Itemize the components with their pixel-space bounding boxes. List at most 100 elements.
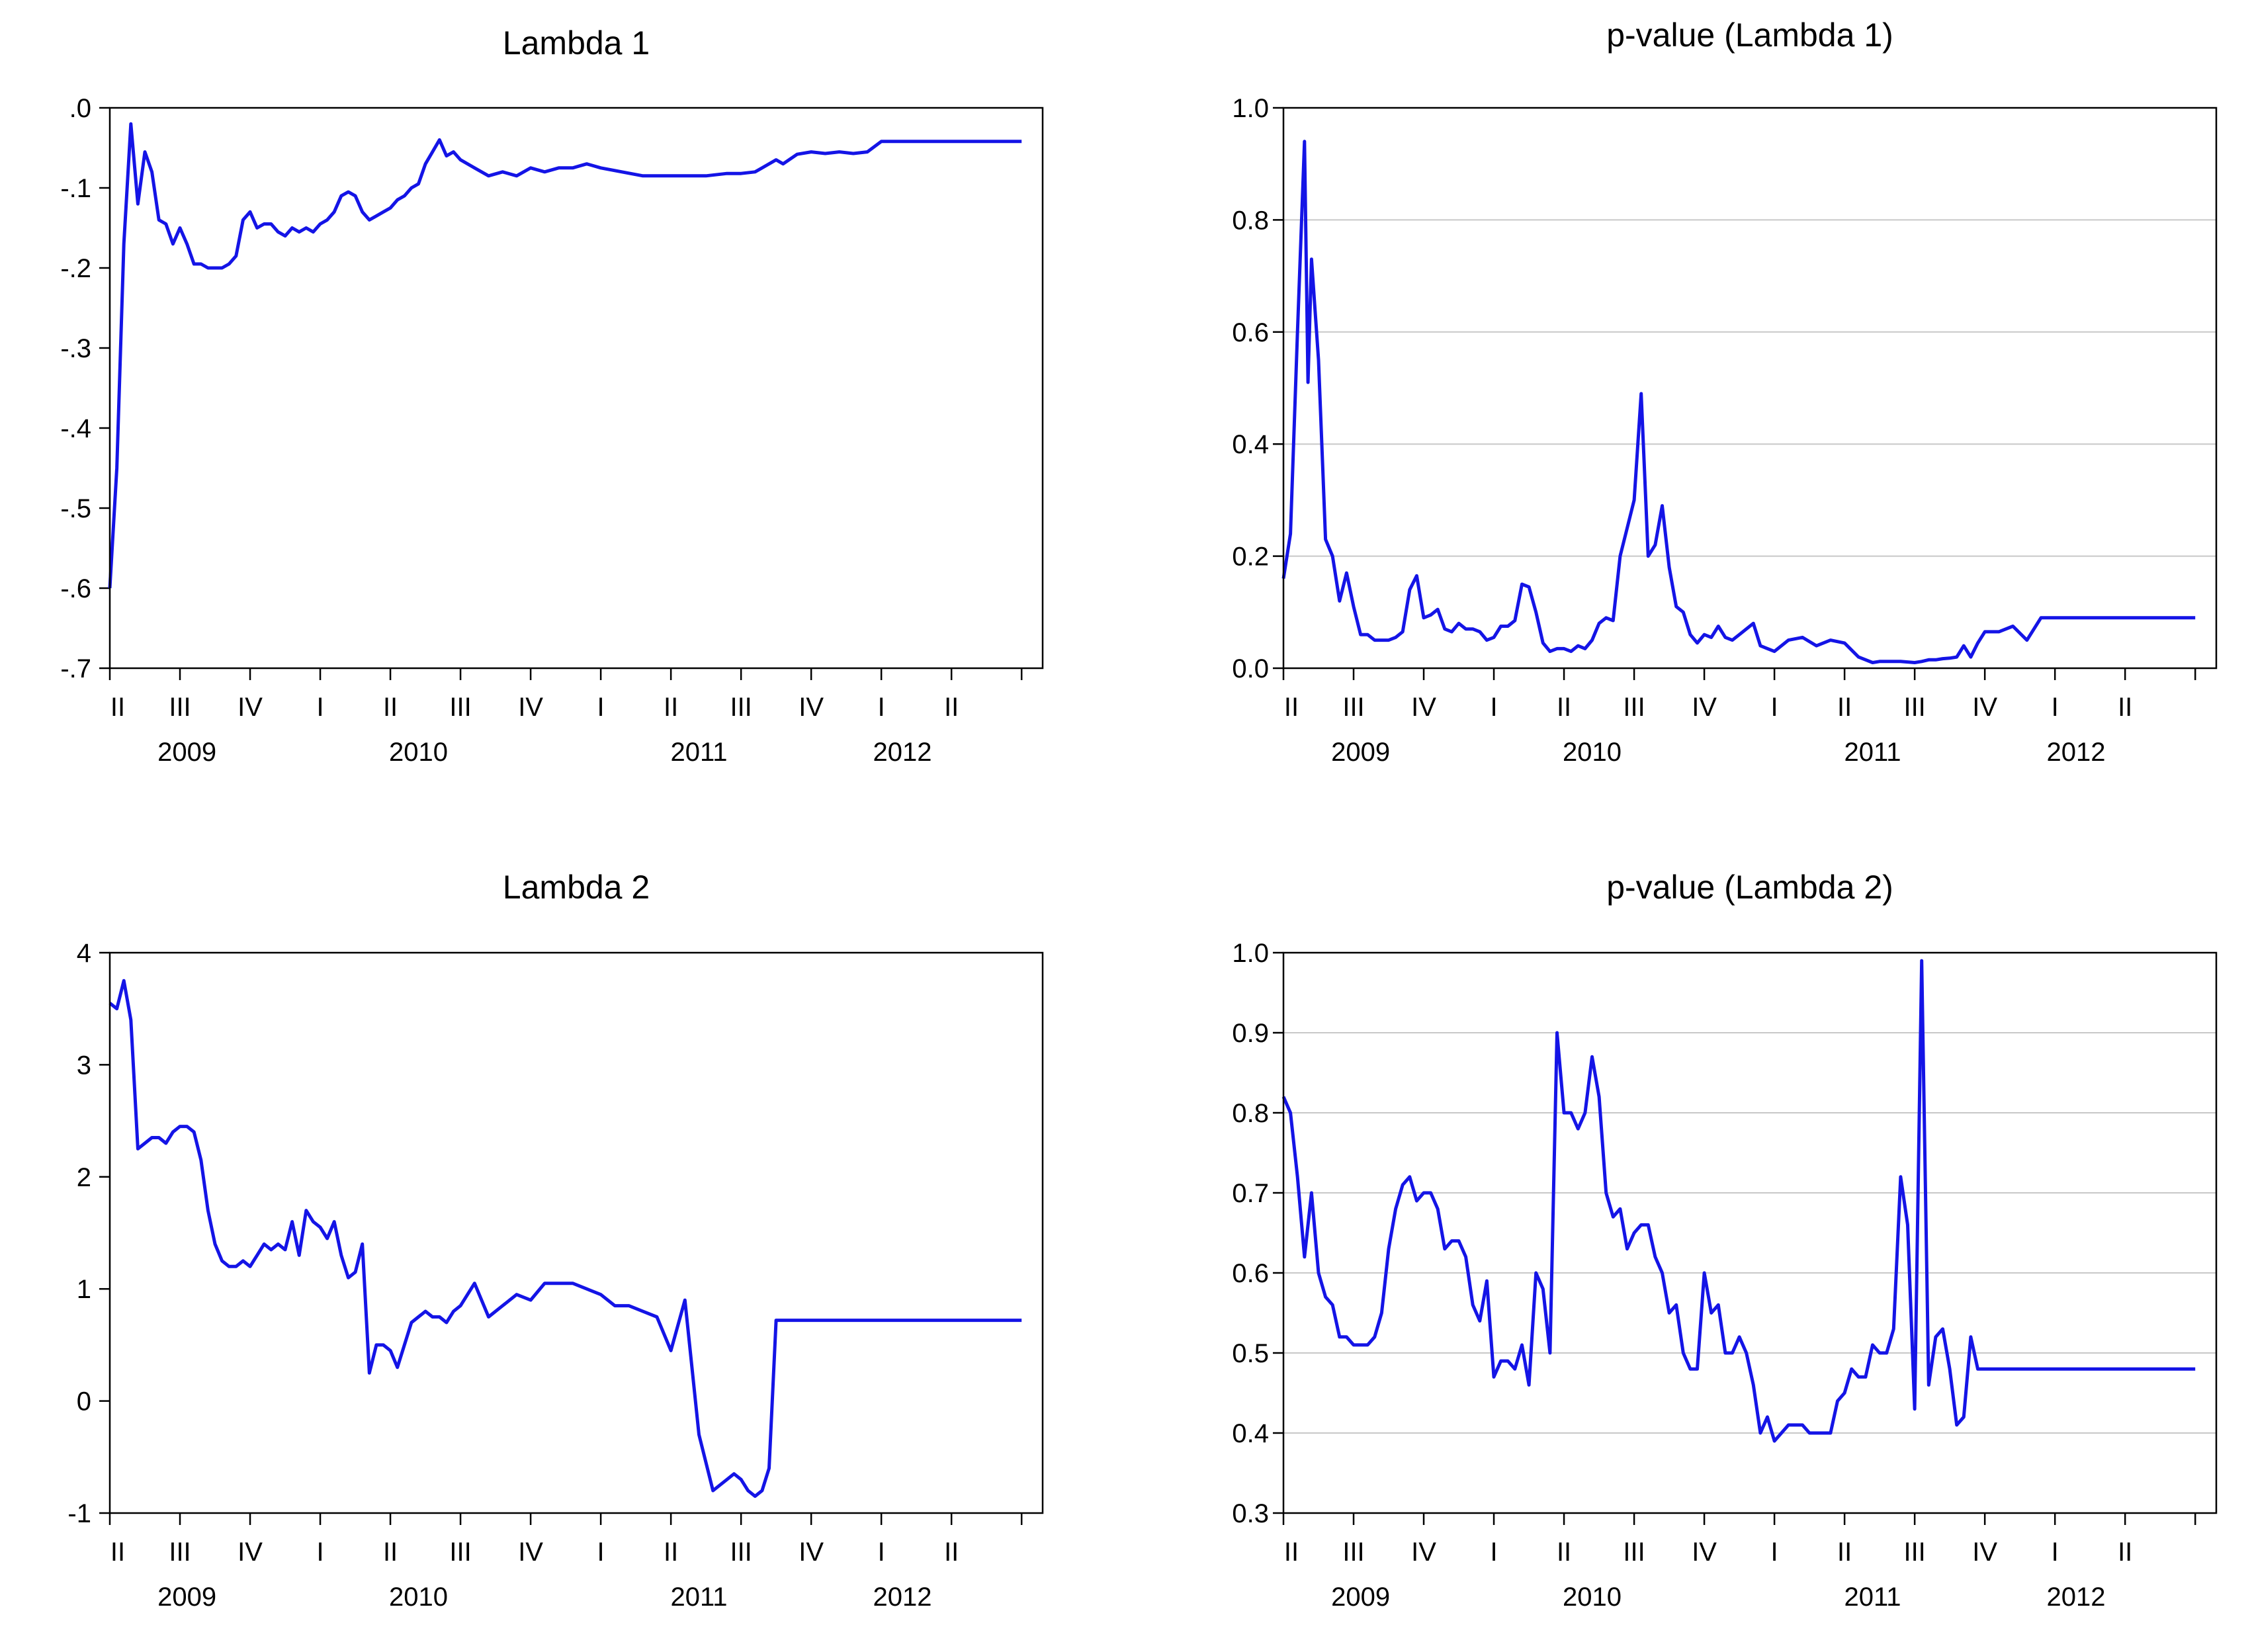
y-tick-label: 1 (77, 1275, 91, 1304)
y-tick-label: 0.4 (1232, 430, 1269, 459)
x-quarter-label: II (2118, 693, 2132, 722)
x-quarter-label: IV (1692, 1538, 1717, 1567)
chart-title: Lambda 2 (503, 869, 650, 906)
x-year-label: 2010 (1563, 738, 1622, 767)
y-tick-label: -1 (67, 1499, 91, 1528)
y-tick-label: -.3 (60, 334, 91, 363)
x-quarter-label: I (316, 1538, 324, 1567)
y-tick-label: 1.0 (1232, 939, 1269, 968)
x-quarter-label: I (597, 693, 605, 722)
x-quarter-label: III (730, 1538, 752, 1567)
x-quarter-label: II (1557, 1538, 1571, 1567)
x-quarter-label: IV (238, 693, 263, 722)
x-quarter-label: II (2118, 1538, 2132, 1567)
x-quarter-label: II (664, 1538, 678, 1567)
x-quarter-label: I (316, 693, 324, 722)
x-quarter-label: I (2052, 1538, 2059, 1567)
x-quarter-label: I (878, 1538, 885, 1567)
chart-panel-1: Lambda 1.0-.1-.2-.3-.4-.5-.6-.7II III IV I I… (60, 24, 1044, 767)
series-line (1281, 140, 2196, 664)
x-quarter-label: IV (518, 1538, 543, 1567)
x-year-label: 2009 (1331, 738, 1390, 767)
y-tick-label: 0.8 (1232, 1099, 1269, 1128)
x-quarter-label: II (1557, 693, 1571, 722)
y-tick-label: 0.6 (1232, 1259, 1269, 1288)
x-quarter-label: II (383, 1538, 398, 1567)
x-year-label: 2010 (389, 738, 448, 767)
x-quarter-label: I (2052, 693, 2059, 722)
y-tick-label: 0.3 (1232, 1499, 1269, 1528)
x-year-label: 2012 (873, 1583, 931, 1612)
series-line (108, 978, 1022, 1499)
x-quarter-label: III (730, 693, 752, 722)
plot-frame (108, 107, 1044, 670)
x-quarter-label: II (1284, 1538, 1299, 1567)
x-year-label: 2011 (671, 738, 728, 767)
x-quarter-label: IV (1972, 693, 1997, 722)
x-quarter-label: I (878, 693, 885, 722)
x-quarter-label: II (1284, 693, 1299, 722)
x-quarter-label: I (597, 1538, 605, 1567)
y-tick-label: -.7 (60, 654, 91, 683)
x-year-label: 2009 (157, 738, 216, 767)
x-quarter-label: IV (799, 1538, 824, 1567)
x-quarter-label: II (110, 1538, 125, 1567)
x-quarter-label: II (1837, 1538, 1852, 1567)
x-quarter-label: III (1903, 693, 1925, 722)
y-tick-label: 2 (77, 1163, 91, 1192)
x-quarter-label: III (449, 693, 471, 722)
x-quarter-label: IV (1692, 693, 1717, 722)
y-tick-label: 0.7 (1232, 1179, 1269, 1208)
x-quarter-label: III (1623, 693, 1645, 722)
chart-title: p-value (Lambda 2) (1606, 869, 1893, 906)
x-quarter-label: III (1903, 1538, 1925, 1567)
y-tick-label: .0 (69, 94, 91, 123)
x-quarter-label: IV (518, 693, 543, 722)
chart-title: p-value (Lambda 1) (1606, 17, 1893, 54)
x-quarter-label: II (944, 693, 959, 722)
y-tick-label: -.6 (60, 574, 91, 603)
series-line (108, 122, 1022, 589)
x-quarter-label: IV (1411, 1538, 1436, 1567)
y-tick-label: -.1 (60, 174, 91, 203)
x-quarter-label: III (1623, 1538, 1645, 1567)
x-quarter-label: IV (799, 693, 824, 722)
x-year-label: 2009 (1331, 1583, 1390, 1612)
x-quarter-label: I (1490, 693, 1497, 722)
x-year-label: 2012 (2046, 1583, 2105, 1612)
plot-frame (1282, 951, 2218, 1514)
y-tick-label: 4 (77, 939, 91, 968)
x-year-label: 2010 (1563, 1583, 1622, 1612)
x-quarter-label: I (1771, 1538, 1778, 1567)
x-quarter-label: II (110, 693, 125, 722)
chart-panel-2: p-value (Lambda 1)0.00.20.40.60.81.0II II… (1232, 17, 2218, 767)
y-tick-label: 0.6 (1232, 318, 1269, 347)
x-quarter-label: IV (1411, 693, 1436, 722)
y-tick-label: 0.8 (1232, 206, 1269, 235)
series-line (1281, 959, 2196, 1443)
x-quarter-label: IV (238, 1538, 263, 1567)
plot-frame (1282, 107, 2218, 670)
y-tick-label: 0.4 (1232, 1419, 1269, 1448)
x-year-label: 2011 (1844, 738, 1901, 767)
y-tick-label: 0 (77, 1387, 91, 1416)
x-year-label: 2011 (671, 1583, 728, 1612)
y-tick-label: 0.5 (1232, 1339, 1269, 1368)
x-quarter-label: IV (1972, 1538, 1997, 1567)
x-quarter-label: II (1837, 693, 1852, 722)
chart-panel-4: p-value (Lambda 2) 0.3 0.4 0.5 0.6 0.7 0.8 0.9 1… (1232, 869, 2218, 1612)
x-year-label: 2010 (389, 1583, 448, 1612)
y-tick-label: 1.0 (1232, 94, 1269, 123)
y-tick-label: 0.2 (1232, 543, 1269, 572)
y-tick-label: 3 (77, 1051, 91, 1080)
y-tick-label: -.4 (60, 414, 91, 443)
x-quarter-label: III (169, 1538, 191, 1567)
x-quarter-label: II (664, 693, 678, 722)
x-quarter-label: II (383, 693, 398, 722)
x-quarter-label: III (1342, 1538, 1364, 1567)
x-quarter-label: II (944, 1538, 959, 1567)
y-tick-label: 0.0 (1232, 654, 1269, 683)
x-year-label: 2009 (157, 1583, 216, 1612)
